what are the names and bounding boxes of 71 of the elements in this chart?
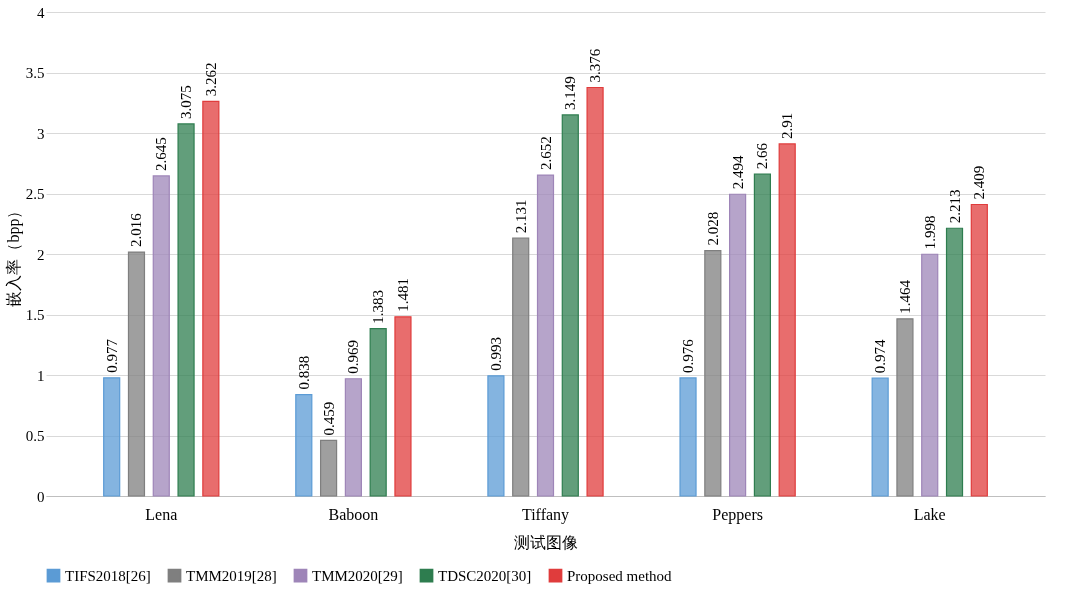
- y-tick-label: 1.5: [25, 307, 45, 323]
- bar: [945, 227, 964, 497]
- data-label: 2.131: [512, 199, 529, 234]
- data-label: 2.652: [537, 136, 554, 171]
- x-axis-title: 测试图像: [514, 533, 578, 551]
- y-tick-label: 2: [37, 246, 45, 263]
- data-label: 3.149: [562, 76, 579, 110]
- x-tick-label: Lena: [145, 505, 178, 523]
- data-label: 2.409: [971, 165, 988, 200]
- legend-label: TMM2020[29]: [312, 567, 403, 584]
- data-label: 2.213: [946, 189, 963, 224]
- bar: [202, 100, 220, 497]
- data-label: 0.974: [872, 338, 889, 374]
- x-tick-label: Lake: [913, 505, 946, 523]
- data-label: 2.016: [128, 212, 145, 248]
- data-label: 3.075: [178, 85, 195, 119]
- bar: [871, 377, 889, 497]
- legend-label: Proposed method: [567, 567, 673, 584]
- bar: [679, 377, 697, 497]
- y-tick-label: 1: [37, 367, 45, 384]
- bar: [970, 203, 988, 497]
- data-label: 1.481: [394, 278, 411, 312]
- data-label: 0.993: [487, 337, 504, 371]
- data-label: 1.383: [370, 289, 387, 324]
- x-tick-label: Peppers: [712, 505, 763, 524]
- y-tick-label: 0: [37, 488, 45, 505]
- legend-label: TMM2019[28]: [186, 567, 277, 584]
- bar: [320, 439, 338, 497]
- data-label: 0.838: [295, 355, 312, 390]
- data-label: 1.464: [896, 279, 913, 314]
- y-tick-label: 3.5: [25, 65, 45, 81]
- y-tick-label: 4: [37, 4, 45, 21]
- bar: [536, 174, 555, 497]
- data-label: 3.262: [202, 62, 219, 97]
- data-label: 0.977: [103, 338, 120, 373]
- bar: [729, 193, 747, 497]
- x-tick-label: Tiffany: [521, 505, 570, 524]
- bar: [512, 237, 530, 497]
- bar: [921, 253, 939, 497]
- data-label: 2.91: [779, 112, 796, 139]
- y-tick-label: 0.5: [25, 428, 45, 444]
- y-axis-title: 嵌入率（bpp）: [4, 202, 23, 307]
- data-label: 2.494: [729, 154, 746, 190]
- y-tick-label: 3: [37, 125, 45, 142]
- bar: [753, 173, 771, 497]
- bar: [704, 250, 722, 497]
- data-label: 3.376: [587, 48, 604, 83]
- bar: [586, 86, 604, 497]
- bar: [487, 375, 505, 497]
- bar: [295, 394, 313, 497]
- bar: [127, 251, 146, 497]
- data-label: 1.998: [921, 215, 938, 250]
- bar: [896, 318, 914, 497]
- bar: [369, 328, 387, 497]
- bar: [394, 316, 412, 497]
- data-label: 2.645: [153, 137, 170, 171]
- bar: [152, 175, 170, 497]
- bar: [561, 114, 579, 497]
- bar: [103, 377, 121, 497]
- data-label: 2.028: [704, 211, 721, 246]
- data-label: 0.459: [320, 401, 337, 436]
- y-tick-label: 2.5: [25, 186, 45, 202]
- data-label: 2.66: [754, 142, 771, 170]
- bar: [177, 123, 195, 497]
- x-tick-label: Baboon: [328, 505, 379, 523]
- bar: [778, 143, 796, 497]
- data-label: 0.976: [680, 338, 697, 373]
- bar: [344, 378, 362, 497]
- legend-label: TIFS2018[26]: [65, 567, 151, 584]
- legend-label: TDSC2020[30]: [438, 567, 532, 584]
- data-label: 0.969: [345, 340, 362, 374]
